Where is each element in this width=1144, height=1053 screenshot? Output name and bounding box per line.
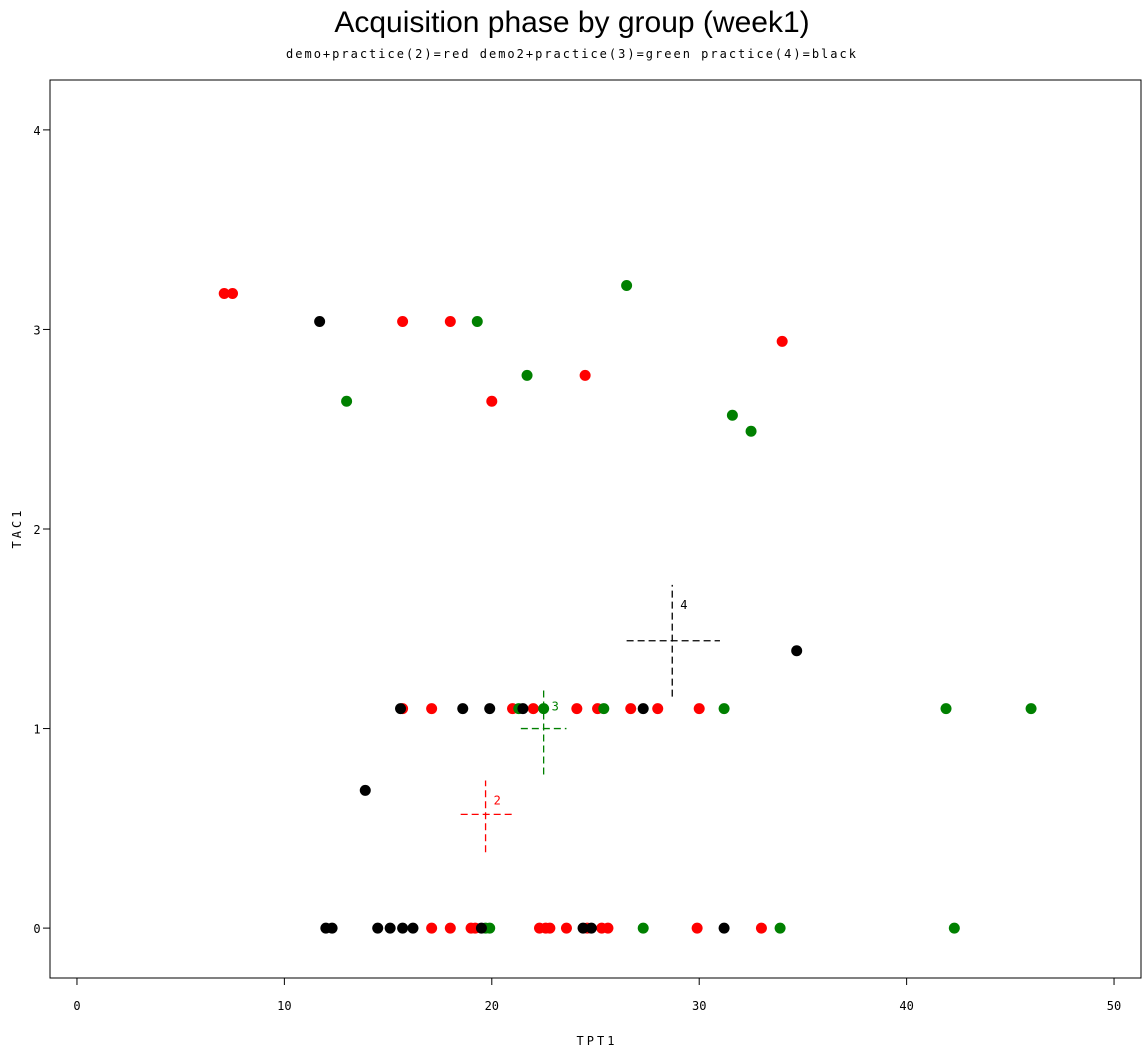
data-point (577, 922, 589, 934)
x-tick-label: 0 (73, 999, 80, 1013)
data-point (384, 922, 396, 934)
data-point (602, 922, 614, 934)
y-tick-label: 3 (33, 323, 40, 337)
series-3-points (341, 280, 1037, 934)
data-point (948, 922, 960, 934)
data-point (314, 315, 326, 327)
chart-subtitle: demo+practice(2)=red demo2+practice(3)=g… (286, 47, 858, 61)
data-point (484, 703, 496, 715)
data-point (359, 784, 371, 796)
group-means: 2 3 4 (460, 584, 720, 853)
mean-label: 3 (552, 700, 559, 714)
x-tick-label: 40 (899, 999, 913, 1013)
x-tick-label: 50 (1107, 999, 1121, 1013)
x-axis-label: TPT1 (577, 1034, 618, 1048)
data-point (579, 369, 591, 381)
data-point (444, 922, 456, 934)
series-2-points (218, 288, 788, 934)
data-point (444, 315, 456, 327)
group-mean-3: 3 (520, 686, 567, 775)
data-point (940, 703, 952, 715)
y-axis: 0 1 2 3 4 (33, 124, 50, 936)
data-point (341, 395, 353, 407)
data-point (693, 703, 705, 715)
y-tick-label: 2 (33, 523, 40, 537)
data-point (227, 288, 239, 300)
data-point (1025, 703, 1037, 715)
data-point (486, 395, 498, 407)
data-point (407, 922, 419, 934)
data-point (745, 425, 757, 437)
x-axis: 0 10 20 30 40 50 (73, 978, 1121, 1013)
data-point (774, 922, 786, 934)
y-tick-label: 4 (33, 124, 40, 138)
data-point (372, 922, 384, 934)
x-tick-label: 10 (277, 999, 291, 1013)
data-point (426, 703, 438, 715)
data-point (718, 922, 730, 934)
data-point (621, 280, 633, 292)
data-point (571, 703, 583, 715)
data-point (527, 703, 539, 715)
data-point (776, 335, 788, 347)
data-point (218, 288, 230, 300)
data-point (457, 703, 469, 715)
data-point (475, 922, 487, 934)
data-points (218, 280, 1037, 934)
data-point (718, 703, 730, 715)
y-tick-label: 0 (33, 922, 40, 936)
data-point (395, 703, 407, 715)
data-point (637, 703, 649, 715)
data-point (560, 922, 572, 934)
data-point (625, 703, 637, 715)
data-point (726, 409, 738, 421)
data-point (538, 703, 550, 715)
data-point (691, 922, 703, 934)
data-point (585, 922, 597, 934)
group-mean-2: 2 (460, 780, 513, 853)
data-point (326, 922, 338, 934)
data-point (637, 922, 649, 934)
data-point (397, 315, 409, 327)
data-point (397, 922, 409, 934)
x-tick-label: 30 (692, 999, 706, 1013)
data-point (484, 922, 496, 934)
y-tick-label: 1 (33, 723, 40, 737)
group-mean-4: 4 (626, 584, 720, 697)
data-point (791, 645, 803, 657)
series-4-points (314, 315, 803, 934)
y-axis-label: TAC1 (10, 508, 24, 549)
x-tick-label: 20 (485, 999, 499, 1013)
data-point (426, 922, 438, 934)
data-point (598, 703, 610, 715)
mean-label: 2 (494, 793, 501, 807)
mean-label: 4 (680, 598, 687, 612)
data-point (517, 703, 529, 715)
data-point (544, 922, 556, 934)
data-point (521, 369, 533, 381)
data-point (652, 703, 664, 715)
plot-frame (49, 79, 1142, 979)
data-point (755, 922, 767, 934)
data-point (471, 315, 483, 327)
chart-title: Acquisition phase by group (week1) (334, 6, 809, 39)
